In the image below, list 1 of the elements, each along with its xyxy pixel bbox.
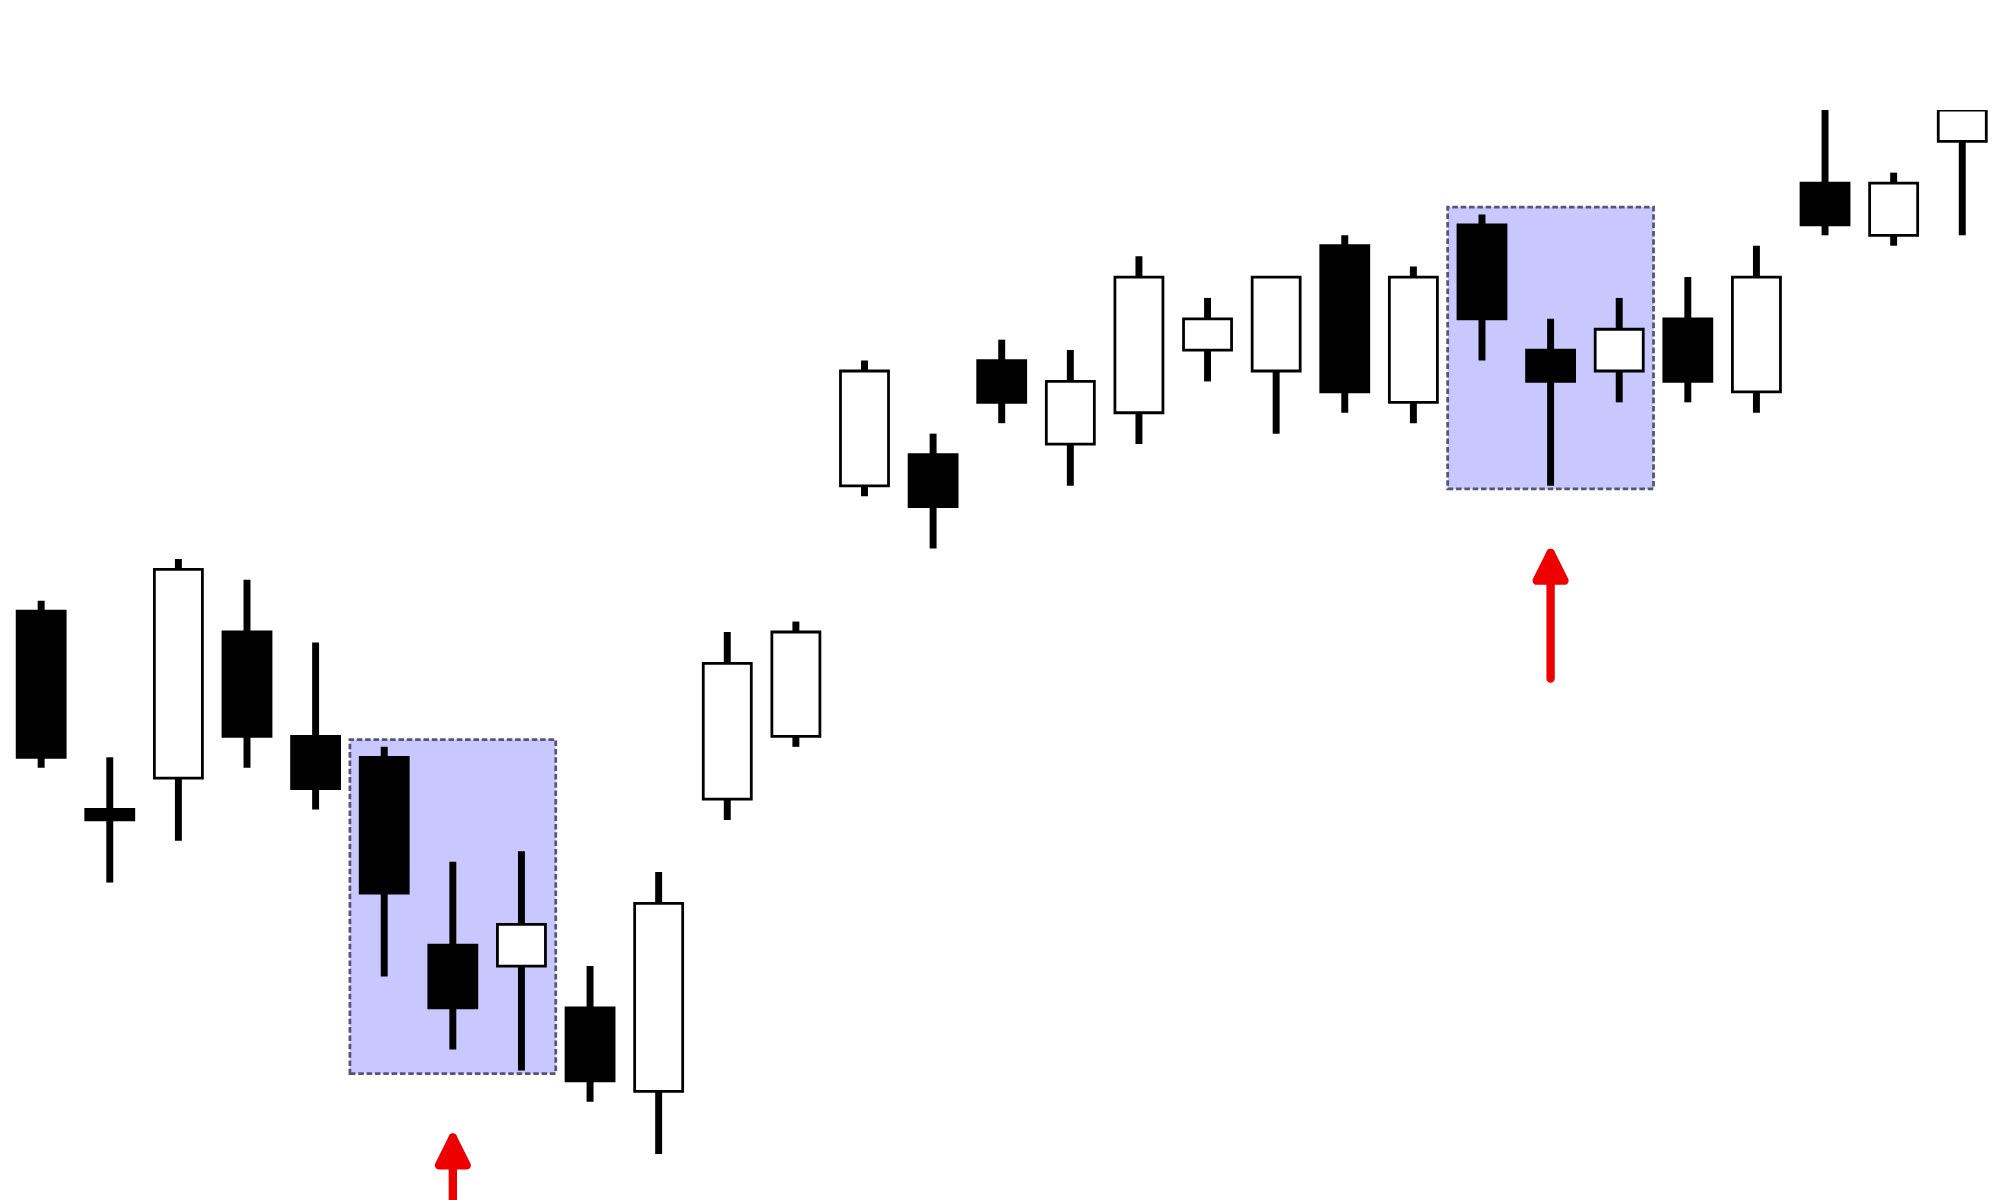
candlestick — [84, 757, 136, 883]
